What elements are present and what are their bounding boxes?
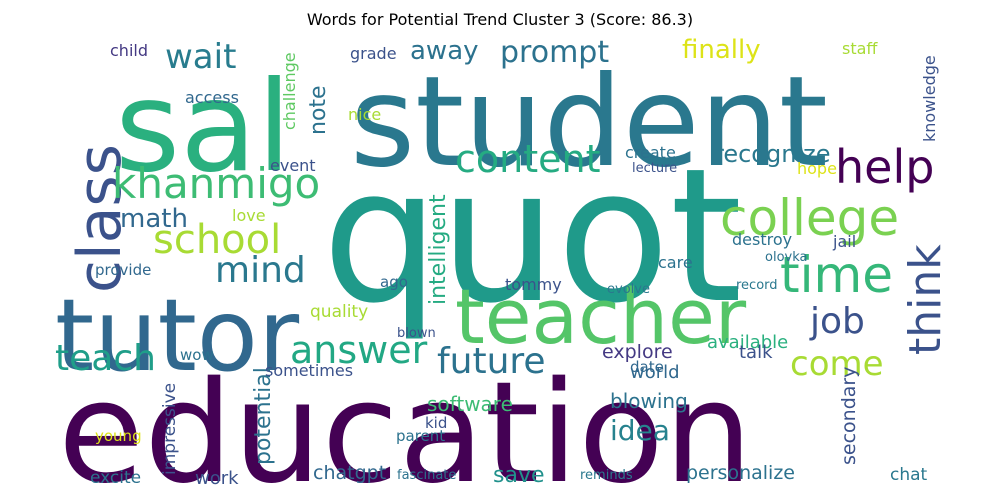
word-class: class bbox=[65, 144, 135, 293]
word-teacher: teacher bbox=[455, 272, 747, 361]
word-record: record bbox=[736, 278, 778, 293]
word-event: event bbox=[270, 156, 316, 175]
chart-title: Words for Potential Trend Cluster 3 (Sco… bbox=[306, 10, 694, 29]
word-reminds: reminds bbox=[580, 468, 633, 483]
word-come: come bbox=[790, 344, 884, 384]
word-staff: staff bbox=[842, 39, 878, 58]
word-knowledge: knowledge bbox=[920, 55, 939, 142]
word-software: software bbox=[427, 392, 513, 416]
word-idea: idea bbox=[610, 414, 670, 447]
word-lecture: lecture bbox=[632, 161, 677, 176]
word-tutor: tutor bbox=[55, 277, 300, 394]
word-olovka: olovka bbox=[765, 250, 807, 265]
word-create: create bbox=[625, 143, 676, 162]
word-talk: talk bbox=[739, 342, 773, 363]
word-content: content bbox=[455, 137, 601, 181]
word-challenge: challenge bbox=[280, 52, 299, 130]
word-note: note bbox=[306, 85, 331, 135]
word-explore: explore bbox=[602, 341, 673, 363]
word-work: work bbox=[195, 468, 239, 485]
word-ago: ago bbox=[380, 273, 408, 291]
word-jail: jail bbox=[832, 232, 856, 251]
word-date: date bbox=[630, 358, 664, 376]
word-away: away bbox=[410, 36, 479, 66]
word-save: save bbox=[493, 463, 545, 485]
word-love: love bbox=[232, 206, 266, 225]
word-job: job bbox=[809, 301, 865, 342]
word-sometimes: sometimes bbox=[265, 361, 353, 380]
word-provide: provide bbox=[95, 261, 151, 279]
word-destroy: destroy bbox=[732, 230, 792, 249]
word-available: available bbox=[707, 332, 788, 353]
word-khanmigo: khanmigo bbox=[112, 159, 320, 208]
word-personalize: personalize bbox=[686, 462, 795, 484]
word-answer: answer bbox=[290, 328, 428, 372]
word-mind: mind bbox=[215, 250, 306, 291]
word-math: math bbox=[120, 204, 188, 234]
word-quot: quot bbox=[322, 128, 742, 344]
word-impressive: impressive bbox=[160, 383, 180, 475]
word-child: child bbox=[110, 41, 148, 60]
word-excite: excite bbox=[90, 468, 141, 485]
word-parent: parent bbox=[396, 427, 445, 445]
word-chatgpt: chatgpt bbox=[313, 462, 386, 484]
word-teach: teach bbox=[55, 338, 156, 379]
word-future: future bbox=[437, 341, 546, 382]
word-blowing: blowing bbox=[610, 389, 688, 413]
word-secondary: secondary bbox=[838, 367, 860, 465]
word-recognize: recognize bbox=[714, 140, 830, 168]
word-finally: finally bbox=[682, 35, 761, 65]
word-think: think bbox=[900, 244, 950, 355]
word-hope: hope bbox=[797, 159, 837, 178]
word-quality: quality bbox=[310, 302, 368, 322]
word-time: time bbox=[780, 246, 893, 304]
word-evolve: evolve bbox=[607, 282, 650, 297]
word-nice: nice bbox=[348, 105, 381, 124]
word-blown: blown bbox=[397, 326, 436, 341]
word-chat: chat bbox=[890, 465, 928, 485]
word-grade: grade bbox=[350, 44, 397, 63]
word-potential: potential bbox=[251, 367, 276, 465]
word-intelligent: intelligent bbox=[426, 194, 451, 305]
word-care: care bbox=[658, 253, 693, 272]
word-help: help bbox=[835, 140, 934, 194]
word-prompt: prompt bbox=[500, 35, 609, 70]
word-school: school bbox=[153, 217, 281, 263]
word-college: college bbox=[720, 189, 899, 247]
word-student: student bbox=[350, 50, 828, 195]
word-world: world bbox=[630, 362, 680, 383]
word-access: access bbox=[185, 88, 239, 107]
word-wow: wow bbox=[180, 346, 214, 364]
word-young: young bbox=[95, 427, 142, 445]
word-tommy: tommy bbox=[505, 275, 562, 294]
word-kid: kid bbox=[425, 414, 447, 432]
word-education: education bbox=[58, 352, 753, 485]
word-sal: sal bbox=[115, 55, 291, 200]
word-fascinate: fascinate bbox=[397, 468, 456, 483]
word-wait: wait bbox=[165, 37, 236, 77]
